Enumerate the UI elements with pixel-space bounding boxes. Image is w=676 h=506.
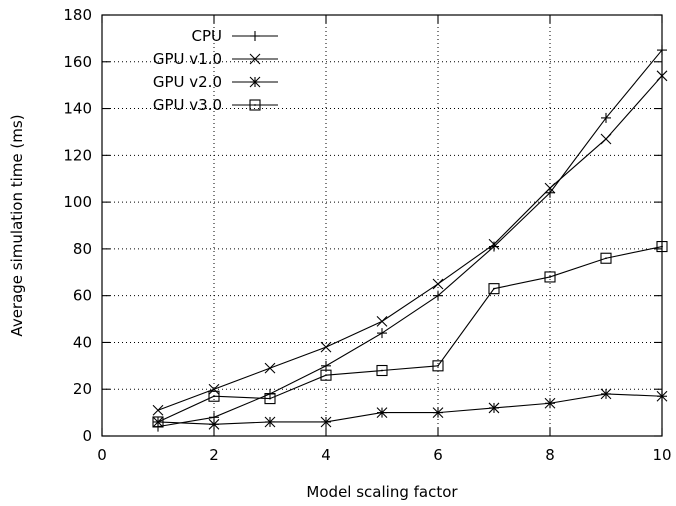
data-point <box>601 112 611 123</box>
data-point <box>321 360 331 371</box>
data-point <box>152 404 164 416</box>
grid <box>102 15 662 436</box>
data-point <box>208 418 220 430</box>
legend-marker <box>249 76 261 88</box>
series-gpu-v3-0 <box>152 241 668 428</box>
data-point <box>264 393 276 405</box>
legend-label: GPU v2.0 <box>153 73 222 91</box>
legend-item: GPU v1.0 <box>153 50 278 68</box>
y-tick-label: 140 <box>63 100 92 118</box>
data-point <box>320 416 332 428</box>
legend-label: CPU <box>192 27 223 45</box>
series-line <box>157 393 663 425</box>
legend-item: CPU <box>192 27 278 45</box>
legend-label: GPU v3.0 <box>153 96 222 114</box>
legend-label: GPU v1.0 <box>153 50 222 68</box>
y-tick-label: 20 <box>73 380 92 398</box>
data-point <box>432 360 444 372</box>
data-point <box>433 290 443 301</box>
legend-marker <box>249 53 261 65</box>
legend-item: GPU v2.0 <box>153 73 278 91</box>
series-cpu <box>153 45 667 432</box>
series-line <box>157 246 663 423</box>
data-point <box>600 252 612 264</box>
legend: CPU GPU v1.0 GPU v2.0 GPU v3.0 <box>153 27 278 114</box>
y-tick-label: 40 <box>73 333 92 351</box>
x-tick-label: 6 <box>433 446 443 464</box>
x-tick-label: 8 <box>545 446 555 464</box>
data-point <box>320 341 332 353</box>
series-gpu-v2-0 <box>152 388 668 430</box>
data-point <box>488 283 500 295</box>
data-point <box>377 328 387 339</box>
data-point <box>545 187 555 198</box>
plot-frame <box>101 14 663 437</box>
x-axis-title: Model scaling factor <box>306 483 458 501</box>
data-point <box>432 407 444 419</box>
data-point <box>488 402 500 414</box>
data-point <box>544 182 556 194</box>
axis-ticks: 0 20 40 60 80 100 120 140 160 180 0 2 4 6 8 10 <box>63 6 671 464</box>
y-tick-label: 100 <box>63 193 92 211</box>
data-point <box>600 388 612 400</box>
series-gpu-v1-0 <box>152 70 668 416</box>
data-point <box>264 362 276 374</box>
data-point <box>600 133 612 145</box>
legend-marker <box>250 31 260 41</box>
data-point <box>376 316 388 327</box>
x-tick-label: 0 <box>97 446 107 464</box>
data-point <box>488 238 500 250</box>
y-axis-title: Average simulation time (ms) <box>8 114 26 336</box>
data-point <box>544 271 556 283</box>
legend-item: GPU v3.0 <box>153 96 278 114</box>
data-point <box>432 278 444 290</box>
y-tick-label: 180 <box>63 6 92 24</box>
series-line <box>157 75 663 411</box>
data-point <box>152 416 164 428</box>
data-point <box>376 364 388 377</box>
series-layer <box>152 45 668 432</box>
data-point <box>376 407 388 419</box>
y-tick-label: 120 <box>63 146 92 164</box>
y-tick-label: 80 <box>73 240 92 258</box>
y-tick-label: 160 <box>63 53 92 71</box>
x-tick-label: 2 <box>209 446 219 464</box>
data-point <box>544 397 556 409</box>
legend-marker <box>249 99 261 111</box>
data-point <box>264 416 276 428</box>
x-tick-label: 4 <box>321 446 331 464</box>
data-point <box>320 369 332 381</box>
x-tick-label: 10 <box>652 446 671 464</box>
data-point <box>208 383 220 395</box>
series-line <box>157 49 663 428</box>
data-point <box>208 390 220 402</box>
y-tick-label: 60 <box>73 287 92 305</box>
y-tick-label: 0 <box>82 427 92 445</box>
